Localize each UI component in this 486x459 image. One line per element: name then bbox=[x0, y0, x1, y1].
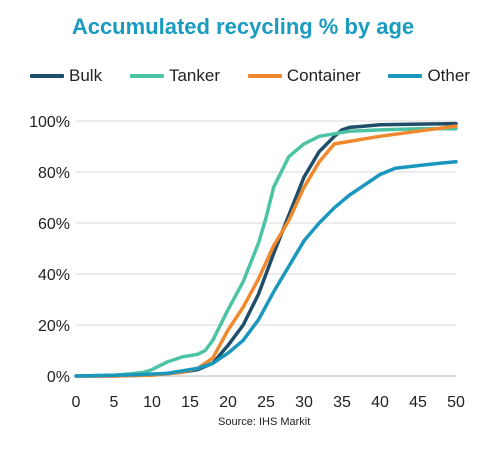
legend-swatch-bulk bbox=[30, 74, 64, 78]
legend-item-tanker: Tanker bbox=[129, 66, 220, 86]
x-tick-label-4: 20 bbox=[219, 394, 237, 411]
x-tick-label-5: 25 bbox=[257, 394, 275, 411]
y-tick-label-5: 100% bbox=[29, 114, 70, 131]
x-tick-label-9: 45 bbox=[409, 394, 427, 411]
y-tick-label-4: 80% bbox=[38, 165, 70, 182]
x-tick-label-1: 5 bbox=[110, 394, 119, 411]
series-line-other bbox=[74, 160, 458, 378]
x-tick-label-2: 10 bbox=[143, 394, 161, 411]
x-tick-label-7: 35 bbox=[333, 394, 351, 411]
y-tick-label-3: 60% bbox=[38, 216, 70, 233]
legend-label-container: Container bbox=[286, 66, 361, 85]
y-tick-label-1: 20% bbox=[38, 318, 70, 335]
legend-label-other: Other bbox=[427, 66, 470, 85]
chart-legend: Bulk Tanker Container Other bbox=[30, 66, 470, 86]
series-line-container bbox=[74, 124, 458, 378]
legend-item-bulk: Bulk bbox=[30, 66, 102, 86]
legend-item-other: Other bbox=[388, 66, 470, 86]
legend-swatch-other bbox=[388, 74, 423, 78]
legend-swatch-tanker bbox=[129, 74, 164, 78]
x-tick-label-10: 50 bbox=[447, 394, 465, 411]
y-tick-label-0: 0% bbox=[47, 369, 70, 386]
x-tick-label-8: 40 bbox=[371, 394, 389, 411]
legend-label-bulk: Bulk bbox=[69, 66, 103, 85]
y-tick-label-2: 40% bbox=[38, 267, 70, 284]
legend-label-tanker: Tanker bbox=[168, 66, 220, 85]
series-line-bulk bbox=[74, 121, 458, 378]
x-tick-label-0: 0 bbox=[72, 394, 81, 411]
chart-source: Source: IHS Markit bbox=[218, 416, 311, 428]
legend-swatch-container bbox=[247, 74, 282, 78]
series-line-tanker bbox=[74, 126, 458, 378]
x-tick-label-3: 15 bbox=[181, 394, 199, 411]
chart-title: Accumulated recycling % by age bbox=[71, 14, 415, 39]
legend-item-container: Container bbox=[247, 66, 361, 86]
x-tick-label-6: 30 bbox=[295, 394, 313, 411]
